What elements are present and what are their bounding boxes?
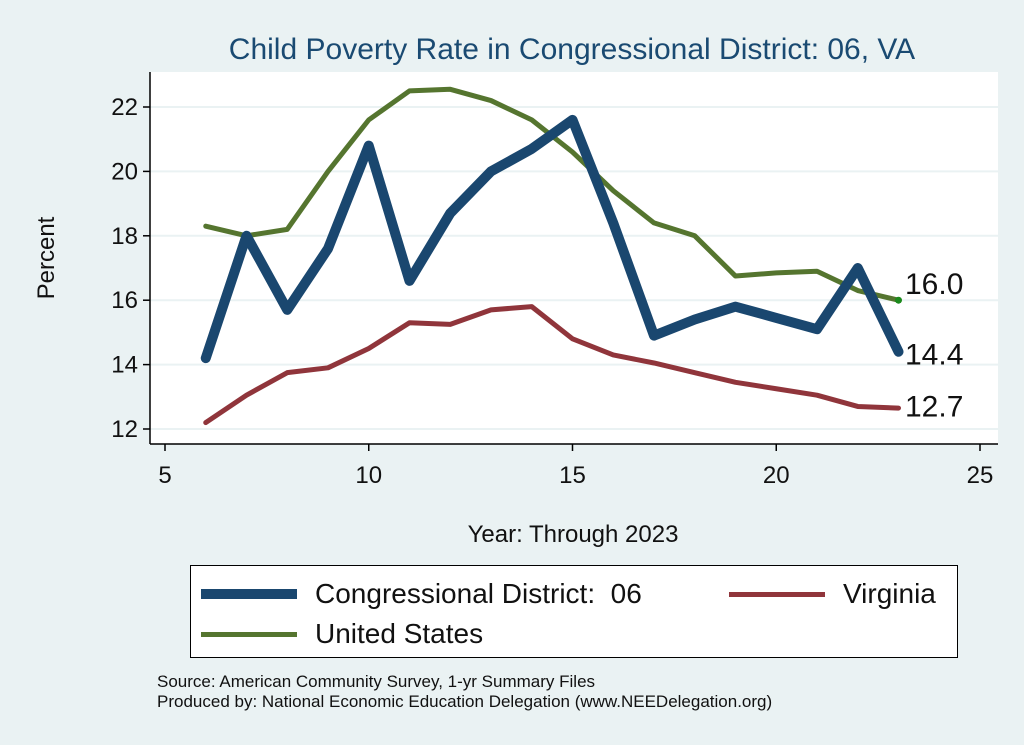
y-tick-label-2: 16 [111,287,138,314]
x-tick-label-0: 5 [158,462,171,489]
series-layer [200,86,904,426]
x-tick-label-3: 20 [763,462,790,489]
end-label-united-states: 16.0 [905,268,963,301]
y-tick-label-0: 12 [111,416,138,443]
legend-key-virginia [729,591,825,597]
legend-label-district: Congressional District: 06 [315,578,642,609]
source-note: Source: American Community Survey, 1-yr … [157,672,596,691]
end-labels: 16.0 14.4 12.7 [905,268,963,423]
y-tick-label-4: 20 [111,158,138,185]
chart-title: Child Poverty Rate in Congressional Dist… [229,33,915,66]
y-tick-label-1: 14 [111,352,138,379]
axes: 12 14 16 18 20 22 5 10 15 20 25 [111,72,998,489]
legend-item-district: Congressional District: 06 [201,578,642,610]
y-tick-label-3: 18 [111,223,138,250]
x-axis-title: Year: Through 2023 [468,521,679,548]
x-tick-label-2: 15 [559,462,586,489]
legend-item-united-states: United States [201,618,483,650]
end-label-district: 14.4 [905,339,963,372]
end-label-virginia: 12.7 [905,390,963,423]
producer-note: Produced by: National Economic Education… [157,692,773,711]
legend-label-virginia: Virginia [843,578,936,609]
legend-label-united-states: United States [315,618,484,649]
series-line-district [200,114,904,364]
chart-svg: Child Poverty Rate in Congressional Dist… [33,33,998,548]
legend-key-district [201,589,297,599]
y-axis-title: Percent [33,216,60,299]
legend-item-virginia: Virginia [729,578,936,610]
legend-key-united-states [201,631,297,637]
x-tick-label-1: 10 [355,462,382,489]
y-tick-label-5: 22 [111,94,138,121]
united-states-end-marker [895,296,902,304]
series-line-virginia [203,304,901,426]
legend: Congressional District: 06 Virginia Unit… [190,565,958,658]
x-tick-label-4: 25 [967,462,994,489]
